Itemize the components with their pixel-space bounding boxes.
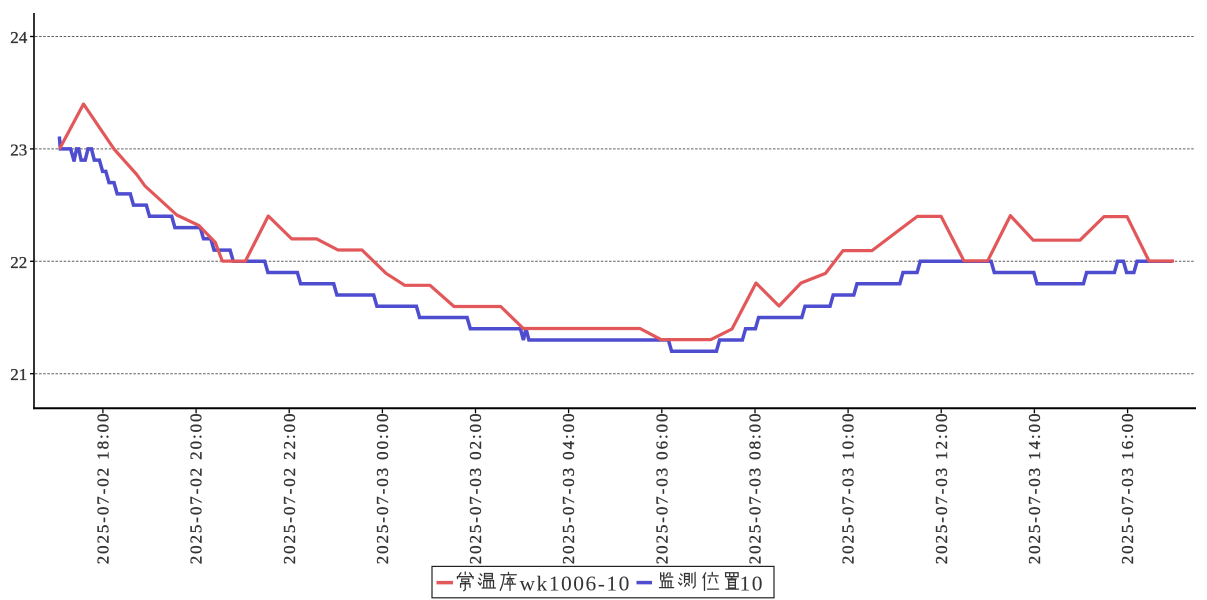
svg-text:2025-07-03 00:00: 2025-07-03 00:00 bbox=[373, 412, 392, 565]
svg-text:2025-07-02 20:00: 2025-07-02 20:00 bbox=[187, 412, 206, 565]
svg-text:2025-07-03 10:00: 2025-07-03 10:00 bbox=[839, 412, 858, 565]
svg-text:22: 22 bbox=[10, 253, 27, 272]
svg-text:2025-07-03 14:00: 2025-07-03 14:00 bbox=[1025, 412, 1044, 565]
svg-text:23: 23 bbox=[10, 140, 27, 159]
svg-text:10: 10 bbox=[740, 572, 765, 596]
svg-text:2025-07-03 12:00: 2025-07-03 12:00 bbox=[932, 412, 951, 565]
svg-text:2025-07-03 02:00: 2025-07-03 02:00 bbox=[466, 412, 485, 565]
svg-text:2025-07-03 06:00: 2025-07-03 06:00 bbox=[652, 412, 671, 565]
svg-text:wk1006-10: wk1006-10 bbox=[520, 572, 631, 596]
svg-text:21: 21 bbox=[10, 365, 27, 384]
svg-text:2025-07-03 04:00: 2025-07-03 04:00 bbox=[559, 412, 578, 565]
svg-text:2025-07-03 08:00: 2025-07-03 08:00 bbox=[746, 412, 765, 565]
svg-text:24: 24 bbox=[10, 28, 28, 47]
svg-text:2025-07-02 18:00: 2025-07-02 18:00 bbox=[94, 412, 113, 565]
svg-text:2025-07-02 22:00: 2025-07-02 22:00 bbox=[280, 412, 299, 565]
svg-text:2025-07-03 16:00: 2025-07-03 16:00 bbox=[1118, 412, 1137, 565]
